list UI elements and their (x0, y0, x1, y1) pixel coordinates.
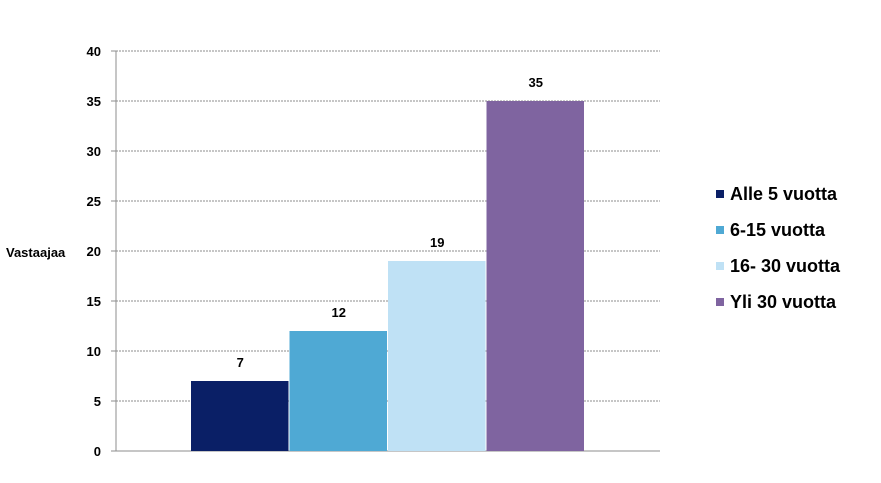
legend: Alle 5 vuotta 6-15 vuotta 16- 30 vuotta Yli… (716, 176, 840, 320)
y-tick-label: 20 (87, 244, 101, 259)
legend-item: Alle 5 vuotta (716, 176, 840, 212)
bar-1 (191, 381, 289, 451)
y-tick-label: 35 (87, 94, 101, 109)
bars (191, 101, 584, 451)
bar-3 (388, 261, 486, 451)
y-tick-label: 40 (87, 44, 101, 59)
y-tick-label: 25 (87, 194, 101, 209)
bar-2 (289, 331, 387, 451)
y-axis-label: Vastaajaa (6, 245, 66, 260)
y-tick-label: 30 (87, 144, 101, 159)
y-tick-label: 10 (87, 344, 101, 359)
legend-label: Yli 30 vuotta (730, 291, 837, 312)
y-tick-label: 15 (87, 294, 101, 309)
data-label-1: 7 (237, 355, 244, 370)
data-label-2: 12 (332, 305, 346, 320)
legend-swatch (716, 226, 724, 234)
y-tick-label: 5 (94, 394, 101, 409)
data-labels: 7 12 19 35 (237, 75, 543, 370)
data-label-4: 35 (529, 75, 543, 90)
legend-label: 6-15 vuotta (730, 219, 826, 240)
legend-swatch (716, 298, 724, 306)
legend-swatch (716, 262, 724, 270)
legend-label: 16- 30 vuotta (730, 255, 841, 276)
y-tick-label: 0 (94, 444, 101, 459)
legend-label: Alle 5 vuotta (730, 183, 838, 204)
data-label-3: 19 (430, 235, 444, 250)
legend-swatch (716, 190, 724, 198)
legend-item: Yli 30 vuotta (716, 284, 840, 320)
bar-4 (486, 101, 584, 451)
legend-item: 6-15 vuotta (716, 212, 840, 248)
legend-item: 16- 30 vuotta (716, 248, 840, 284)
